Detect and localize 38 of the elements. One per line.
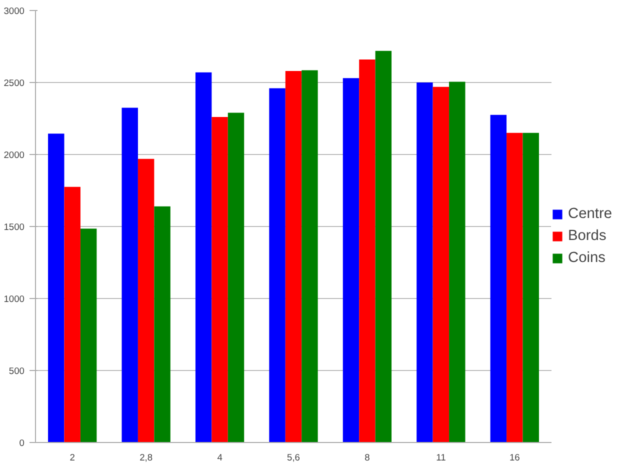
bar [302, 70, 318, 442]
x-tick-label: 2,8 [140, 452, 153, 462]
legend-label: Bords [568, 228, 606, 244]
y-tick-label: 1000 [4, 294, 25, 304]
y-tick-label: 3000 [4, 6, 25, 16]
x-tick-label: 8 [364, 452, 370, 462]
bar [449, 82, 466, 442]
y-tick-label: 500 [8, 366, 25, 376]
bar [228, 112, 244, 442]
bar [212, 117, 228, 442]
bar [122, 108, 138, 442]
bar [432, 86, 450, 442]
bar [138, 158, 154, 442]
x-tick-label: 5,6 [287, 452, 300, 462]
y-tick-label: 2000 [4, 150, 25, 160]
bar [416, 82, 433, 442]
bar [195, 72, 212, 442]
legend-label: Centre [568, 206, 612, 222]
bar [285, 70, 302, 442]
bar [154, 206, 170, 442]
bar [48, 134, 64, 442]
bar [342, 78, 360, 442]
x-tick-label: 4 [217, 452, 222, 462]
bar [522, 132, 539, 442]
bar [269, 88, 286, 442]
y-tick-label: 2500 [4, 78, 25, 88]
bar [506, 132, 523, 442]
y-tick-label: 0 [19, 438, 25, 448]
bar [64, 186, 80, 442]
bar [490, 114, 507, 442]
y-tick-label: 1500 [4, 222, 25, 232]
legend-label: Coins [568, 250, 606, 266]
bar [375, 50, 392, 442]
bar [359, 59, 376, 442]
x-tick-label: 16 [509, 452, 520, 462]
x-tick-label: 2 [70, 452, 75, 462]
x-tick-label: 11 [436, 452, 446, 462]
bar [80, 228, 97, 442]
